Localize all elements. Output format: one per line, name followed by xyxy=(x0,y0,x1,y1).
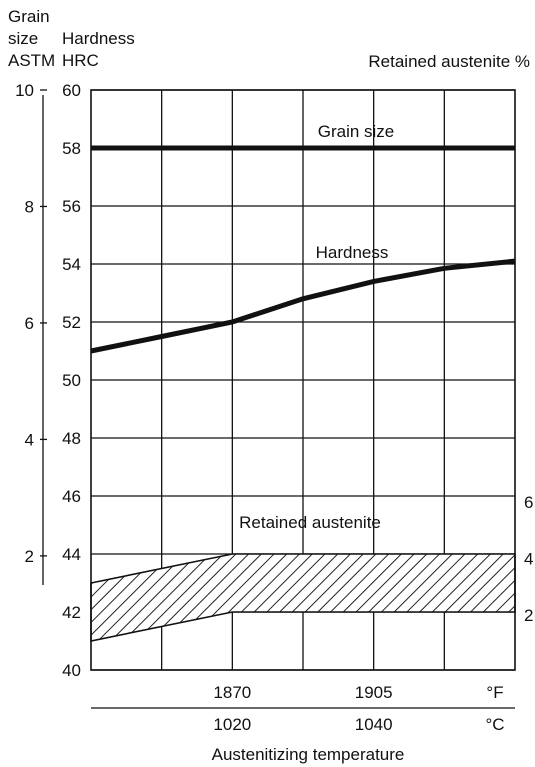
celsius-tick-label: 1020 xyxy=(213,715,251,734)
plot-frame xyxy=(90,89,516,671)
x-axis-title: Austenitizing temperature xyxy=(212,745,405,764)
retained-austenite-tick-label: 2 xyxy=(524,606,533,625)
grain-size-tick-label: 10 xyxy=(15,81,34,100)
celsius-unit-label: °C xyxy=(485,715,504,734)
hardness-tick-label: 52 xyxy=(62,313,81,332)
hardness-tick-label: 44 xyxy=(62,545,81,564)
hardness-tick-label: 50 xyxy=(62,371,81,390)
grain-size-axis-title: Grain xyxy=(8,7,50,26)
hardness-axis-title: HRC xyxy=(62,51,99,70)
retained-austenite-tick-label: 4 xyxy=(524,550,533,569)
hardness-tick-label: 46 xyxy=(62,487,81,506)
hardness-tick-label: 48 xyxy=(62,429,81,448)
hardness-axis-title: Hardness xyxy=(62,29,135,48)
hardness-tick-label: 42 xyxy=(62,603,81,622)
fahrenheit-tick-label: 1870 xyxy=(213,683,251,702)
fahrenheit-unit-label: °F xyxy=(486,683,503,702)
hardness-tick-label: 58 xyxy=(62,139,81,158)
hardness-tick-label: 54 xyxy=(62,255,81,274)
grain-size-tick-label: 6 xyxy=(25,314,34,333)
grain-size-series-label: Grain size xyxy=(318,122,395,141)
retained-austenite-axis-title: Retained austenite % xyxy=(368,52,530,71)
hardness-line xyxy=(90,258,516,354)
grain-size-axis-title: size xyxy=(8,29,38,48)
grain-size-tick-label: 4 xyxy=(25,430,34,449)
retained-austenite-tick-label: 6 xyxy=(524,493,533,512)
fahrenheit-tick-label: 1905 xyxy=(355,683,393,702)
grain-size-tick-label: 2 xyxy=(25,547,34,566)
hardness-tick-label: 40 xyxy=(62,661,81,680)
grain-size-axis-title: ASTM xyxy=(8,51,55,70)
hardness-tick-label: 60 xyxy=(62,81,81,100)
retained-austenite-series-label: Retained austenite xyxy=(239,513,381,532)
celsius-tick-label: 1040 xyxy=(355,715,393,734)
hardness-series-label: Hardness xyxy=(316,243,389,262)
hardness-tick-label: 56 xyxy=(62,197,81,216)
grain-size-tick-label: 8 xyxy=(25,197,34,216)
